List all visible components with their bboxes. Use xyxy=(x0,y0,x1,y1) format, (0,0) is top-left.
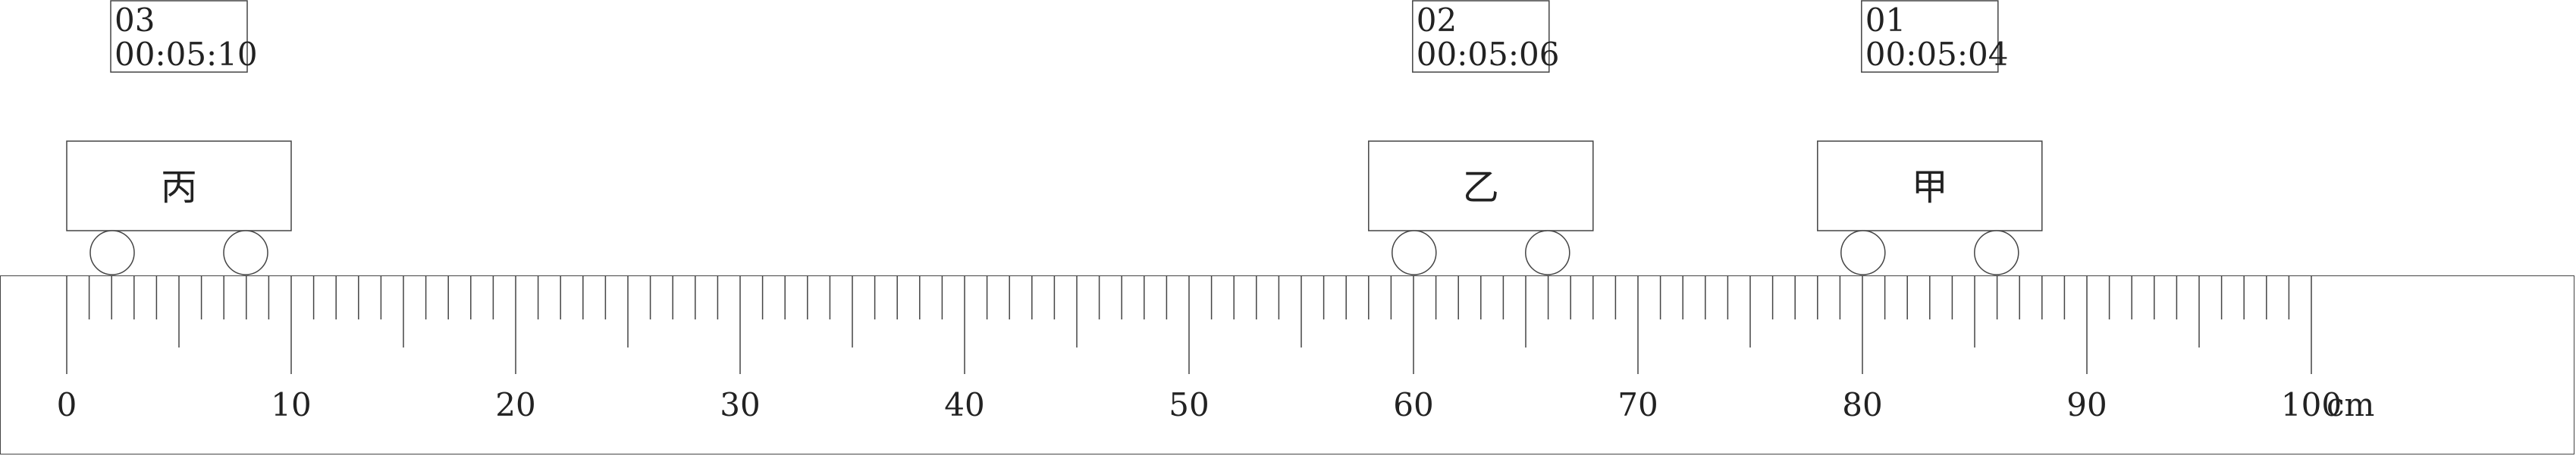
cart-info-box xyxy=(1412,0,1550,73)
cart-label: 甲 xyxy=(1912,166,1948,209)
cart-number: 02 xyxy=(1417,2,1457,39)
ruler-label-30: 30 xyxy=(720,386,760,423)
cart-wheel-right xyxy=(1525,230,1570,275)
ruler-label-10: 10 xyxy=(271,386,311,423)
ruler-label-70: 70 xyxy=(1617,386,1658,423)
ruler-label-0: 0 xyxy=(57,386,77,423)
ruler xyxy=(0,275,2574,454)
ruler-label-80: 80 xyxy=(1842,386,1882,423)
cart-info-box xyxy=(110,0,248,73)
cart-wheel-left xyxy=(1840,230,1886,275)
cart-body xyxy=(1817,140,2043,231)
ruler-label-40: 40 xyxy=(944,386,984,423)
cart-time: 00:05:06 xyxy=(1417,36,1560,73)
ruler-label-20: 20 xyxy=(495,386,535,423)
cart-wheel-left xyxy=(1392,230,1437,275)
ruler-unit-label: cm xyxy=(2327,386,2374,423)
cart-wheel-right xyxy=(223,230,268,275)
cart-time: 00:05:10 xyxy=(115,36,258,73)
ruler-label-100: 100 xyxy=(2281,386,2342,423)
cart-body xyxy=(66,140,292,231)
cart-wheel-right xyxy=(1974,230,2019,275)
cart-label: 丙 xyxy=(161,166,197,209)
cart-number: 01 xyxy=(1865,2,1906,39)
ruler-label-90: 90 xyxy=(2066,386,2107,423)
cart-wheel-left xyxy=(89,230,135,275)
cart-time: 00:05:04 xyxy=(1865,36,2009,73)
ruler-label-50: 50 xyxy=(1169,386,1209,423)
cart-number: 03 xyxy=(115,2,155,39)
cart-info-box xyxy=(1861,0,1999,73)
ruler-label-60: 60 xyxy=(1393,386,1433,423)
cart-label: 乙 xyxy=(1463,166,1499,209)
cart-body xyxy=(1368,140,1594,231)
